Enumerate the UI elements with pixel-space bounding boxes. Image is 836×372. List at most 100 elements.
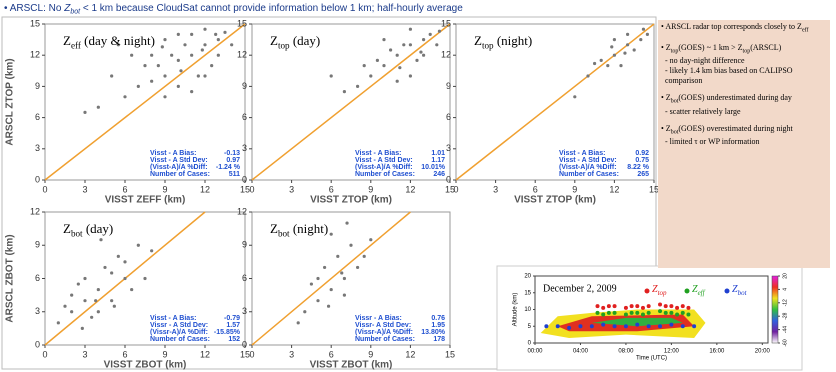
- x-tick-label: 0: [249, 349, 254, 359]
- x-tick-label: 3: [289, 184, 294, 194]
- colorbar-label: -44: [782, 326, 788, 333]
- point: [681, 324, 685, 328]
- note: • ARSCL radar top corresponds closely to…: [661, 22, 827, 36]
- legend-sub: eff: [698, 289, 706, 297]
- point: [323, 266, 326, 269]
- x-tick-label: 12: [200, 184, 210, 194]
- y-tick-label: 0: [242, 174, 247, 184]
- point: [369, 238, 372, 241]
- x-tick-label: 9: [368, 349, 373, 359]
- y-tick-label: 3: [35, 306, 40, 316]
- point: [81, 327, 84, 330]
- point: [369, 74, 372, 77]
- point: [675, 313, 679, 317]
- point: [316, 299, 319, 302]
- y-tick-label: 15: [30, 18, 40, 28]
- point: [573, 95, 576, 98]
- stat-label: (Vissr-A)/A %Diff:: [150, 329, 208, 336]
- point: [150, 54, 153, 57]
- point: [217, 54, 220, 57]
- text-run: (day & night): [81, 33, 155, 48]
- y-tick-label: 6: [35, 273, 40, 283]
- point: [382, 38, 385, 41]
- x-axis-label: VISST ZBOT (km): [104, 360, 187, 371]
- x-tick-label: 3: [289, 349, 294, 359]
- point: [297, 321, 300, 324]
- y-tick-label: 3: [242, 143, 247, 153]
- point: [343, 277, 346, 280]
- point: [201, 48, 204, 51]
- point: [356, 85, 359, 88]
- point: [63, 305, 66, 308]
- point: [70, 294, 73, 297]
- y-tick-label: 0: [35, 339, 40, 349]
- point: [103, 266, 106, 269]
- point: [130, 54, 133, 57]
- note-sub: - likely 1.4 km bias based on CALIPSO co…: [661, 66, 827, 86]
- stat-label: Number of Cases:: [559, 171, 619, 178]
- point: [376, 59, 379, 62]
- point: [610, 45, 613, 48]
- point: [94, 299, 97, 302]
- point: [330, 74, 333, 77]
- point: [596, 304, 600, 308]
- y-tick-label: 0: [35, 174, 40, 184]
- header: • ARSCL: No Zbot < 1 km because CloudSat…: [4, 3, 463, 16]
- y-tick-label: 12: [441, 50, 451, 60]
- point: [183, 43, 186, 46]
- point: [641, 306, 645, 310]
- point: [97, 310, 100, 313]
- point: [190, 54, 193, 57]
- text-run: (day): [290, 33, 321, 48]
- stat-label: Visst - A Std Dev:: [355, 157, 413, 164]
- stat-value: 1.57: [226, 322, 240, 329]
- point: [435, 43, 438, 46]
- x-tick-label: 6: [122, 184, 127, 194]
- legend-marker: [725, 289, 730, 294]
- stat-label: Number of Cases:: [355, 171, 415, 178]
- point: [57, 321, 60, 324]
- point: [110, 299, 113, 302]
- stat-value: 246: [433, 171, 445, 178]
- text-run: top: [278, 41, 290, 51]
- y-tick-label: 3: [242, 306, 247, 316]
- y-tick-label: 9: [242, 81, 247, 91]
- point: [600, 59, 603, 62]
- point: [686, 306, 690, 310]
- point: [170, 54, 173, 57]
- colorbar-label: -28: [782, 312, 788, 319]
- y-tick-label: 9: [35, 240, 40, 250]
- point: [363, 64, 366, 67]
- point: [635, 323, 639, 327]
- stat-value: 8.22 %: [627, 164, 650, 171]
- x-tick-label: 08:00: [618, 349, 634, 355]
- point: [641, 313, 645, 317]
- point: [607, 304, 611, 308]
- point: [177, 59, 180, 62]
- colorbar-label: -12: [782, 299, 788, 306]
- point: [593, 62, 596, 65]
- point: [382, 64, 385, 67]
- point: [177, 85, 180, 88]
- y-tick-label: 12: [237, 50, 247, 60]
- y-tick-label: 3: [446, 143, 451, 153]
- point: [578, 324, 582, 328]
- stat-label: Vissr- A Std Dev:: [355, 322, 411, 329]
- stat-label: Vissr - A Bias:: [355, 315, 402, 322]
- point: [137, 85, 140, 88]
- point: [113, 305, 116, 308]
- note: • Zbot(GOES) overestimated during night-…: [661, 124, 827, 148]
- point: [669, 304, 673, 308]
- text-run: bot: [278, 229, 290, 239]
- point: [624, 324, 628, 328]
- y-tick-label: 6: [446, 112, 451, 122]
- y-tick-label: 6: [35, 112, 40, 122]
- point: [669, 311, 673, 315]
- point: [647, 304, 651, 308]
- point: [77, 282, 80, 285]
- stat-label: Visst - A Bias:: [559, 150, 605, 157]
- point: [630, 304, 634, 308]
- y-tick-label: 9: [446, 81, 451, 91]
- point: [681, 311, 685, 315]
- point: [544, 324, 548, 328]
